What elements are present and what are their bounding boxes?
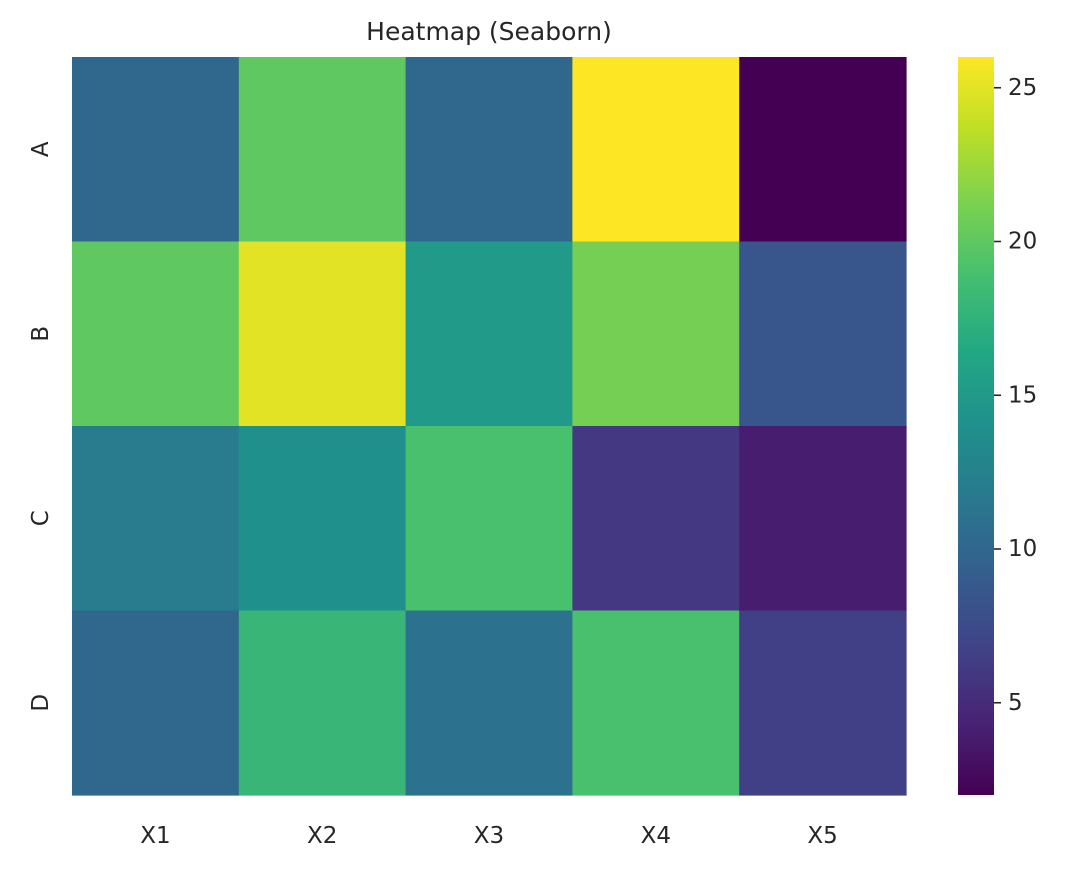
colorbar-tick-label: 20 (1008, 229, 1037, 255)
heatmap-cell (739, 57, 907, 243)
heatmap-cell (72, 610, 240, 796)
colorbar-tick-label: 10 (1008, 536, 1037, 562)
x-axis-tick-labels: X1 X2 X3 X4 X5 (140, 823, 838, 849)
y-tick-label: C (28, 510, 54, 526)
x-tick-label: X2 (307, 823, 337, 849)
colorbar (958, 57, 994, 795)
heatmap-cell (572, 426, 740, 612)
heatmap-cell (572, 610, 740, 796)
x-tick-label: X3 (474, 823, 504, 849)
heatmap-cell (238, 426, 407, 612)
y-tick-label: B (28, 326, 54, 342)
x-tick-label: X5 (807, 823, 837, 849)
heatmap-cell (739, 610, 907, 796)
heatmap-cell (405, 241, 573, 427)
y-tick-label: D (28, 694, 54, 712)
heatmap-cell (238, 57, 407, 243)
heatmap-cell (238, 610, 407, 796)
heatmap-cell (739, 241, 907, 427)
heatmap-cell (405, 610, 573, 796)
x-tick-label: X1 (140, 823, 170, 849)
heatmap-cell (72, 426, 240, 612)
heatmap-cells (72, 57, 907, 796)
heatmap-cell (238, 241, 407, 427)
x-tick-label: X4 (641, 823, 671, 849)
heatmap-cell (739, 426, 907, 612)
y-axis-tick-labels: A B C D (28, 141, 54, 711)
y-tick-label: A (28, 141, 54, 157)
heatmap-cell (405, 57, 573, 243)
chart-title: Heatmap (Seaborn) (366, 17, 612, 46)
heatmap-cell (405, 426, 573, 612)
colorbar-tick-label: 25 (1008, 75, 1037, 101)
heatmap-cell (72, 241, 240, 427)
colorbar-tick-label: 5 (1008, 690, 1023, 716)
heatmap-cell (572, 241, 740, 427)
colorbar-ticks: 5 10 15 20 25 (994, 75, 1037, 716)
heatmap-cell (572, 57, 740, 243)
colorbar-tick-label: 15 (1008, 382, 1037, 408)
heatmap-cell (72, 57, 240, 243)
